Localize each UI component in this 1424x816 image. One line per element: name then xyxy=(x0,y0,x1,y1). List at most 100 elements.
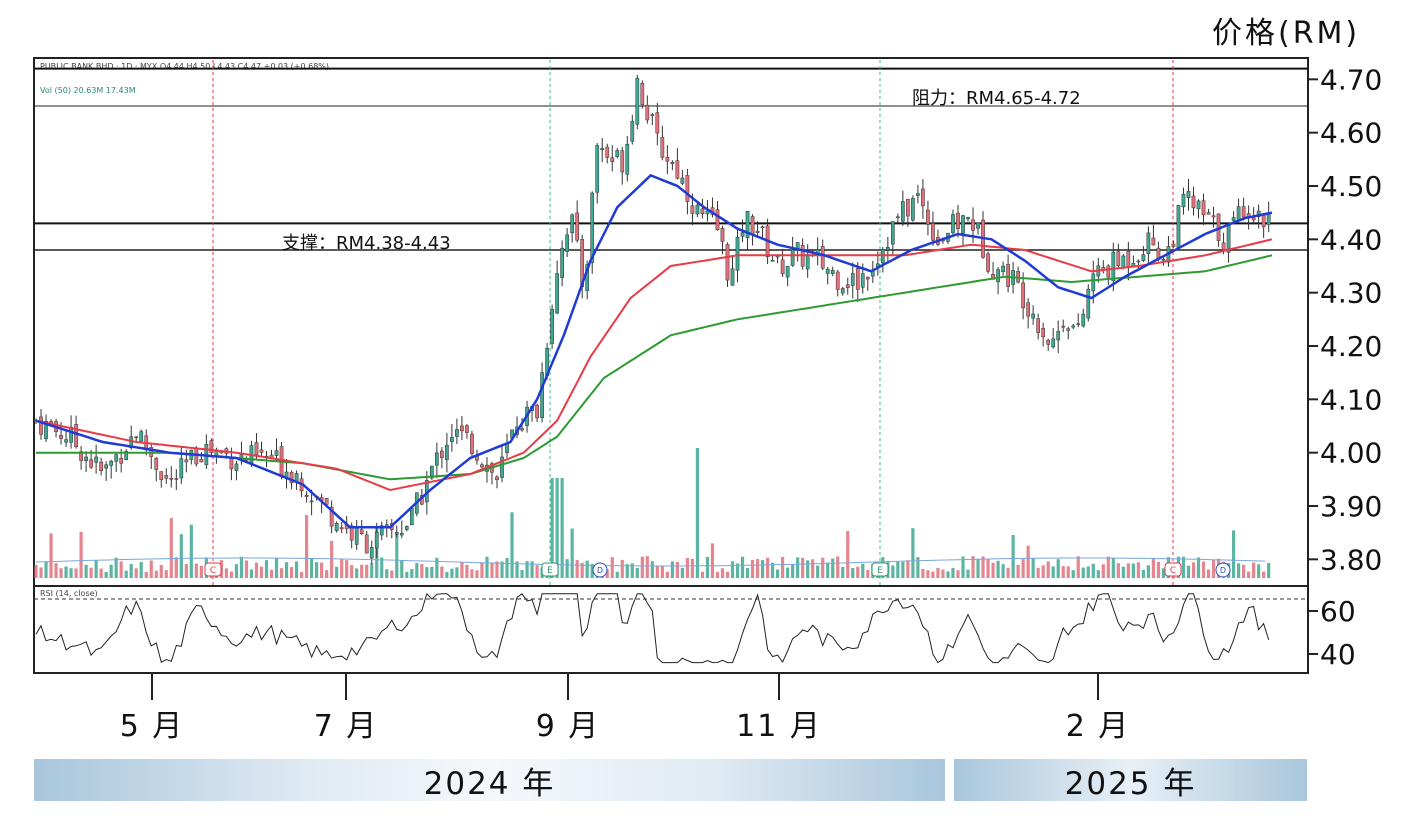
volume-bar xyxy=(49,533,53,578)
candle-body xyxy=(555,273,559,314)
candle-body xyxy=(209,440,214,454)
volume-bar xyxy=(1186,565,1191,578)
candle-body xyxy=(520,428,524,431)
candle-body xyxy=(404,526,409,530)
candle-body xyxy=(695,204,700,215)
volume-bar xyxy=(765,557,770,578)
volume-bar xyxy=(680,567,684,578)
candle-body xyxy=(274,450,279,456)
candle-body xyxy=(174,478,179,480)
volume-bar xyxy=(906,560,910,578)
candle-body xyxy=(550,309,554,344)
candle-body xyxy=(650,114,655,116)
candle-body xyxy=(931,223,935,241)
candle-body xyxy=(139,431,144,442)
candle-body xyxy=(1266,213,1271,225)
candle-body xyxy=(921,188,925,207)
candle-body xyxy=(179,458,184,479)
candle-body xyxy=(760,226,765,229)
volume-bar xyxy=(1242,564,1246,578)
candle-body xyxy=(625,143,630,175)
volume-bar xyxy=(570,528,574,578)
candle-body xyxy=(234,463,239,471)
volume-bar xyxy=(605,569,609,578)
candle-body xyxy=(730,268,735,286)
volume-bar xyxy=(760,560,765,578)
candle-body xyxy=(359,529,364,534)
candle-body xyxy=(104,464,109,469)
volume-bar xyxy=(350,565,354,578)
candle-body xyxy=(1081,313,1086,327)
volume-bar xyxy=(495,561,499,578)
volume-bar xyxy=(1196,557,1201,578)
candle-body xyxy=(660,137,665,158)
sma100-line xyxy=(36,254,1273,481)
volume-bar xyxy=(1101,564,1105,578)
volume-bar xyxy=(355,568,359,578)
volume-bar xyxy=(79,531,83,578)
candle-body xyxy=(1051,338,1056,348)
candle-body xyxy=(1126,251,1131,268)
volume-bar xyxy=(1071,570,1075,578)
volume-bar xyxy=(1021,559,1025,578)
volume-bar xyxy=(1262,571,1266,578)
volume-bar xyxy=(385,569,389,578)
candle-body xyxy=(655,112,660,134)
candle-body xyxy=(1241,206,1246,218)
volume-bar xyxy=(39,567,43,578)
price-tick-label: 4.20 xyxy=(1320,330,1382,363)
volume-bar xyxy=(164,570,168,578)
volume-bar xyxy=(725,571,730,578)
svg-text:E: E xyxy=(877,566,883,576)
volume-bar xyxy=(44,561,48,578)
svg-text:D: D xyxy=(597,566,603,575)
volume-bar xyxy=(981,556,985,578)
volume-bar xyxy=(610,557,614,578)
candle-body xyxy=(399,532,404,536)
volume-bar xyxy=(720,568,725,578)
svg-text:E: E xyxy=(547,566,553,576)
candle-body xyxy=(1041,328,1046,338)
volume-bar xyxy=(435,557,439,578)
volume-bar xyxy=(104,571,108,578)
volume-bar xyxy=(645,556,649,578)
volume-bar xyxy=(1206,569,1211,578)
price-axis: 4.70 4.60 4.50 4.40 4.30 4.20 4.10 4.00 3.90 3.80 xyxy=(1308,63,1382,576)
volume-bar xyxy=(801,557,805,578)
candle-body xyxy=(986,253,990,272)
volume-bar xyxy=(405,571,409,578)
candle-body xyxy=(99,461,103,471)
volume-bar xyxy=(264,560,269,578)
volume-bar xyxy=(690,558,695,578)
volume-bar xyxy=(1257,564,1261,578)
volume-bar xyxy=(685,557,690,578)
volume-bar xyxy=(415,562,419,578)
price-tick-label: 4.60 xyxy=(1320,117,1382,150)
volume-bar xyxy=(770,562,775,578)
volume-bar xyxy=(450,568,454,578)
volume-bar xyxy=(1091,563,1095,578)
candle-body xyxy=(334,523,339,531)
sma50-line xyxy=(35,238,1273,492)
volume-bar xyxy=(700,571,705,578)
volume-bar xyxy=(169,518,173,578)
candle-body xyxy=(680,177,685,184)
candle-body xyxy=(159,471,164,480)
volume-bar xyxy=(335,566,339,578)
volume-bar xyxy=(665,571,669,578)
chart-header-line-1: PUBLIC BANK BHD · 1D · MYX O4.44 H4.50 L… xyxy=(40,62,329,71)
volume-bar xyxy=(1236,563,1241,578)
candle-body xyxy=(755,230,760,233)
volume-bar xyxy=(1211,559,1216,578)
volume-bar xyxy=(740,556,745,578)
volume-bar xyxy=(1106,556,1110,578)
volume-bar xyxy=(430,566,434,578)
candle-body xyxy=(1046,339,1051,345)
volume-bar xyxy=(239,556,244,578)
candle-body xyxy=(745,211,750,238)
candle-body xyxy=(615,150,620,157)
volume-bar xyxy=(675,561,679,578)
candle-body xyxy=(354,526,359,545)
volume-bar xyxy=(575,559,579,578)
volume-bar xyxy=(199,565,203,578)
